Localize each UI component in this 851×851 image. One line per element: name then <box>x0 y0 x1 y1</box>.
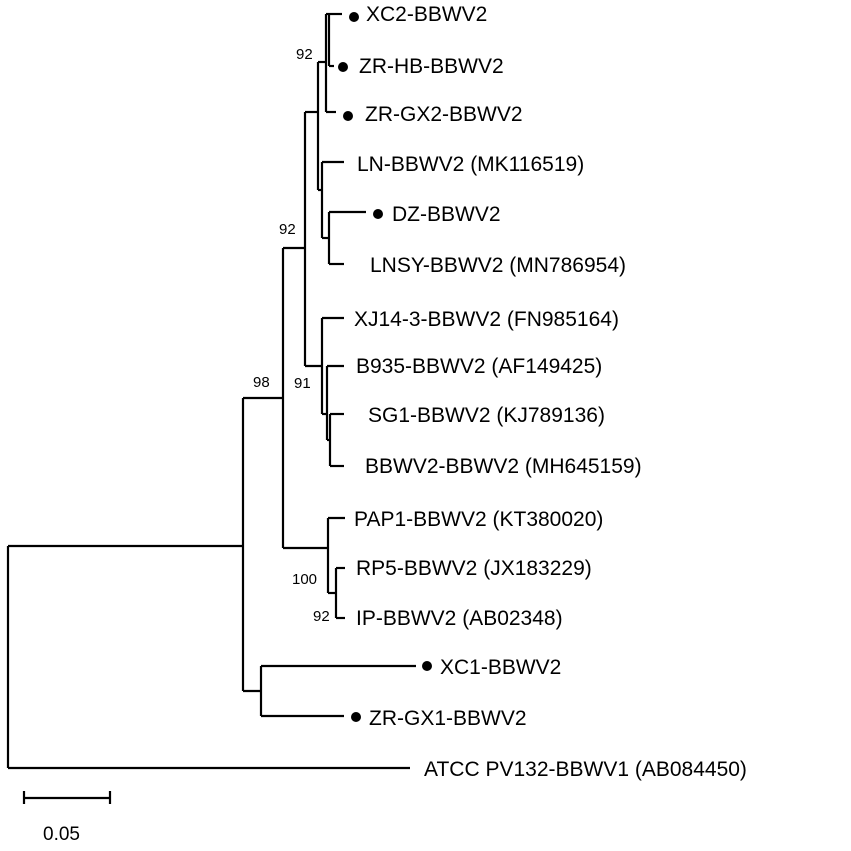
tree-branches <box>6 12 416 804</box>
taxon-label: XJ14-3-BBWV2 (FN985164) <box>354 308 619 331</box>
taxon-label: LNSY-BBWV2 (MN786954) <box>370 254 626 277</box>
taxon-label: ZR-HB-BBWV2 <box>359 55 504 78</box>
taxon-label: DZ-BBWV2 <box>392 203 501 226</box>
taxon-label: XC1-BBWV2 <box>440 656 561 679</box>
taxon-label: XC2-BBWV2 <box>366 3 487 26</box>
taxon-label: PAP1-BBWV2 (KT380020) <box>354 508 603 531</box>
marker-dot-xc2 <box>349 12 359 22</box>
bootstrap-values: 92 92 98 91 100 92 <box>253 46 330 625</box>
bootstrap-value: 92 <box>296 46 313 63</box>
marker-dot-zr-hb <box>338 62 348 72</box>
taxon-label: B935-BBWV2 (AF149425) <box>356 355 602 378</box>
marker-dot-zr-gx2 <box>343 111 353 121</box>
taxon-label: ATCC PV132-BBWV1 (AB084450) <box>424 758 747 781</box>
leaf-labels: XC2-BBWV2 ZR-HB-BBWV2 ZR-GX2-BBWV2 LN-BB… <box>354 3 747 781</box>
scale-bar-label: 0.05 <box>43 824 80 845</box>
bootstrap-value: 91 <box>294 375 311 392</box>
bootstrap-value: 100 <box>292 571 317 588</box>
marker-dot-dz <box>373 209 383 219</box>
taxon-label: ZR-GX2-BBWV2 <box>365 103 523 126</box>
bootstrap-value: 98 <box>253 374 270 391</box>
taxon-label: IP-BBWV2 (AB02348) <box>356 607 563 630</box>
taxon-label: SG1-BBWV2 (KJ789136) <box>368 404 605 427</box>
marker-dot-zr-gx1 <box>351 712 361 722</box>
bootstrap-value: 92 <box>279 221 296 238</box>
bootstrap-value: 92 <box>313 608 330 625</box>
taxon-markers <box>338 12 432 722</box>
taxon-label: RP5-BBWV2 (JX183229) <box>356 557 592 580</box>
taxon-label: LN-BBWV2 (MK116519) <box>357 153 584 176</box>
taxon-label: ZR-GX1-BBWV2 <box>369 707 527 730</box>
marker-dot-xc1 <box>422 661 432 671</box>
taxon-label: BBWV2-BBWV2 (MH645159) <box>365 455 642 478</box>
